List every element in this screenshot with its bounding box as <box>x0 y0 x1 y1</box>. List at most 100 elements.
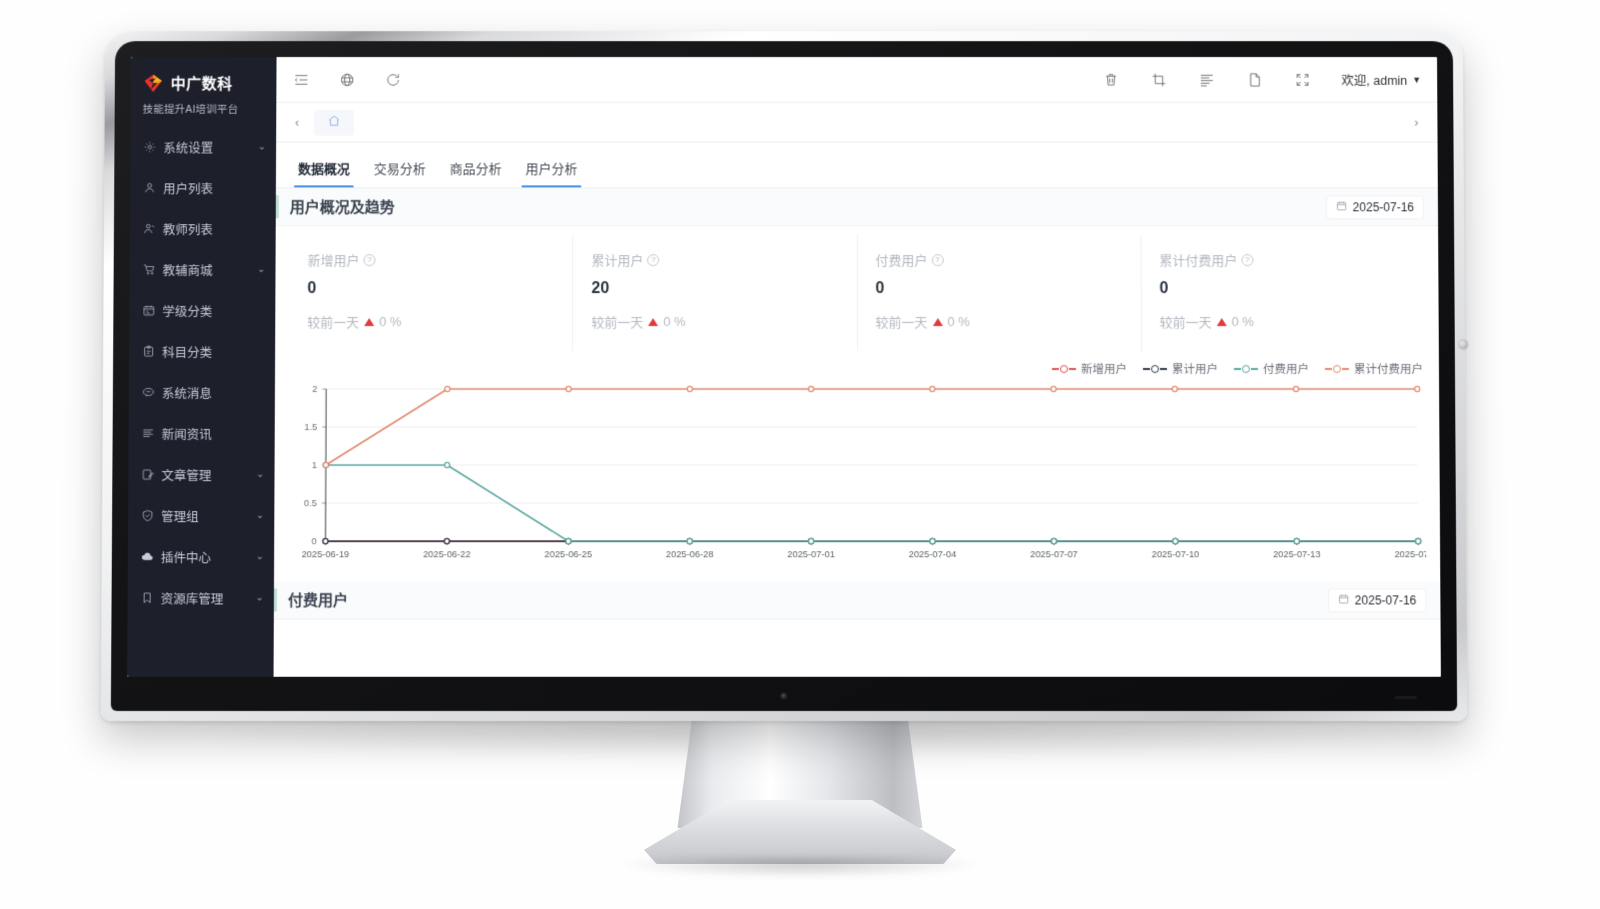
monitor-stand-base-shadow <box>620 856 980 878</box>
bookmark-icon <box>140 591 154 605</box>
monitor-side-button[interactable] <box>1458 340 1468 350</box>
legend-item[interactable]: 累计付费用户 <box>1324 361 1424 377</box>
legend-marker <box>1233 365 1258 374</box>
sidebar-item-grade-category[interactable]: 学级分类 <box>129 290 275 331</box>
sidebar-item-subject-category[interactable]: 科目分类 <box>129 331 275 372</box>
sidebar-item-news[interactable]: 新闻资讯 <box>129 413 275 454</box>
stat-value: 20 <box>591 280 610 298</box>
question-icon[interactable]: ? <box>1241 253 1254 266</box>
sidebar-item-article-management[interactable]: 文章管理 ⌄ <box>128 454 274 495</box>
sidebar-item-system-settings[interactable]: 系统设置 ⌄ <box>130 127 276 168</box>
teacher-icon <box>142 222 156 236</box>
stat-delta-prefix: 较前一天 <box>875 315 928 331</box>
clipboard-icon <box>141 345 155 359</box>
stat-label-row: 付费用户 ? <box>875 250 1122 269</box>
sidebar: 中广数科 技能提升AI培训平台 系统设置 ⌄ <box>127 57 277 677</box>
svg-text:2025-06-25: 2025-06-25 <box>544 549 592 559</box>
sidebar-item-teacher-list[interactable]: 教师列表 <box>130 208 276 249</box>
stat-label: 新增用户 <box>307 253 360 269</box>
screen: 中广数科 技能提升AI培训平台 系统设置 ⌄ <box>127 57 1441 677</box>
stat-delta-prefix: 较前一天 <box>591 315 644 331</box>
sidebar-item-label: 资源库管理 <box>160 592 224 607</box>
line-chart[interactable]: 0 0.5 1 1.5 2 2025-06-19 2025-06-22 2025-06-25 2… <box>288 379 1427 571</box>
question-icon[interactable]: ? <box>931 253 944 266</box>
stat-delta-value: 0 % <box>1231 314 1254 330</box>
legend-item[interactable]: 新增用户 <box>1051 361 1127 377</box>
legend-item[interactable]: 累计用户 <box>1142 361 1219 377</box>
triangle-up-icon <box>932 317 943 326</box>
gear-icon <box>142 140 156 154</box>
file-icon[interactable] <box>1246 70 1264 88</box>
trash-icon[interactable] <box>1102 70 1120 88</box>
home-tab[interactable] <box>314 109 355 136</box>
tab-data-overview[interactable]: 数据概况 <box>290 153 358 188</box>
legend-label: 付费用户 <box>1262 364 1310 376</box>
stat-delta-row: 较前一天 0 % <box>591 312 838 331</box>
tab-transaction-analysis[interactable]: 交易分析 <box>373 161 426 177</box>
stat-delta-value: 0 % <box>379 314 402 330</box>
globe-icon[interactable] <box>338 70 356 88</box>
legend-marker <box>1051 365 1076 374</box>
stat-label-row: 累计付费用户 ? <box>1159 250 1406 269</box>
monitor-frame: 中广数科 技能提升AI培训平台 系统设置 ⌄ <box>100 31 1468 722</box>
tab-product-analysis[interactable]: 商品分析 <box>449 161 502 177</box>
svg-text:2: 2 <box>312 384 317 394</box>
legend-label: 累计用户 <box>1171 364 1219 376</box>
sidebar-item-mall[interactable]: 教辅商城 ⌄ <box>130 249 276 290</box>
legend-marker <box>1142 365 1167 374</box>
sidebar-item-label: 学级分类 <box>162 305 213 320</box>
tabs-scroll-left-button[interactable]: ‹ <box>294 114 300 130</box>
cart-icon <box>142 263 156 277</box>
user-menu[interactable]: 欢迎, admin ▼ <box>1341 70 1421 89</box>
stat-label: 付费用户 <box>875 253 928 269</box>
sidebar-item-user-list[interactable]: 用户列表 <box>130 167 276 208</box>
date-picker-paid-users[interactable]: 2025-07-16 <box>1327 587 1427 612</box>
stat-delta-prefix: 较前一天 <box>1159 315 1212 331</box>
stat-value: 0 <box>875 280 885 298</box>
sidebar-item-label: 系统消息 <box>161 386 212 402</box>
topbar: 欢迎, admin ▼ <box>276 57 1438 103</box>
refresh-icon[interactable] <box>384 70 402 88</box>
stat-cards: 新增用户 ? 0 较前一天 0 % <box>275 226 1439 352</box>
sidebar-item-label: 新闻资讯 <box>161 428 212 443</box>
brand[interactable]: 中广数科 <box>131 65 277 98</box>
topbar-right-icons: 欢迎, admin ▼ <box>1102 70 1421 89</box>
panel-header-paid-users: 付费用户 2025-07-16 <box>273 581 1441 620</box>
home-icon <box>327 114 341 131</box>
svg-text:2025-06-19: 2025-06-19 <box>302 549 350 559</box>
sidebar-item-label: 管理组 <box>161 510 199 525</box>
sidebar-item-label: 教辅商城 <box>162 264 213 279</box>
sidebar-item-system-message[interactable]: 系统消息 <box>129 372 275 413</box>
sidebar-item-resource-library[interactable]: 资源库管理 ⌄ <box>127 577 274 618</box>
menu-collapse-icon[interactable] <box>292 70 310 88</box>
svg-text:2025-06-28: 2025-06-28 <box>666 549 714 559</box>
sidebar-item-label: 系统设置 <box>163 141 214 156</box>
sidebar-item-admin-group[interactable]: 管理组 ⌄ <box>128 495 274 536</box>
crop-icon[interactable] <box>1150 70 1168 88</box>
chevron-down-icon: ⌄ <box>257 141 267 153</box>
sidebar-menu: 系统设置 ⌄ 用户列表 教师列表 <box>127 127 276 619</box>
chart-section: 新增用户 累计用户 付费用户 累计付费用户 0 0.5 1 1.5 2 2025-06-19 20… <box>274 351 1440 571</box>
message-icon <box>141 385 155 399</box>
stat-label: 累计用户 <box>591 253 644 269</box>
fullscreen-icon[interactable] <box>1294 70 1312 88</box>
triangle-up-icon <box>364 317 375 326</box>
svg-text:0: 0 <box>311 537 316 547</box>
stat-delta-row: 较前一天 0 % <box>1160 312 1407 331</box>
calendar-icon <box>141 304 155 318</box>
question-icon[interactable]: ? <box>363 253 376 266</box>
stat-value: 0 <box>307 280 317 298</box>
sidebar-item-plugin-center[interactable]: 插件中心 ⌄ <box>128 536 274 577</box>
question-icon[interactable]: ? <box>647 253 660 266</box>
monitor-bezel: 中广数科 技能提升AI培训平台 系统设置 ⌄ <box>110 41 1458 711</box>
legend-item[interactable]: 付费用户 <box>1233 361 1310 377</box>
panel-title: 付费用户 <box>287 592 349 610</box>
svg-text:1.5: 1.5 <box>304 422 317 432</box>
chevron-down-icon: ⌄ <box>257 264 266 276</box>
tabs-scroll-right-button[interactable]: › <box>1414 114 1419 130</box>
legend-label: 累计付费用户 <box>1353 364 1424 376</box>
align-left-icon[interactable] <box>1198 70 1216 88</box>
chevron-down-icon: ▼ <box>1412 74 1422 85</box>
date-picker-user-overview[interactable]: 2025-07-16 <box>1325 194 1425 219</box>
tab-user-analysis[interactable]: 用户分析 <box>518 153 586 188</box>
